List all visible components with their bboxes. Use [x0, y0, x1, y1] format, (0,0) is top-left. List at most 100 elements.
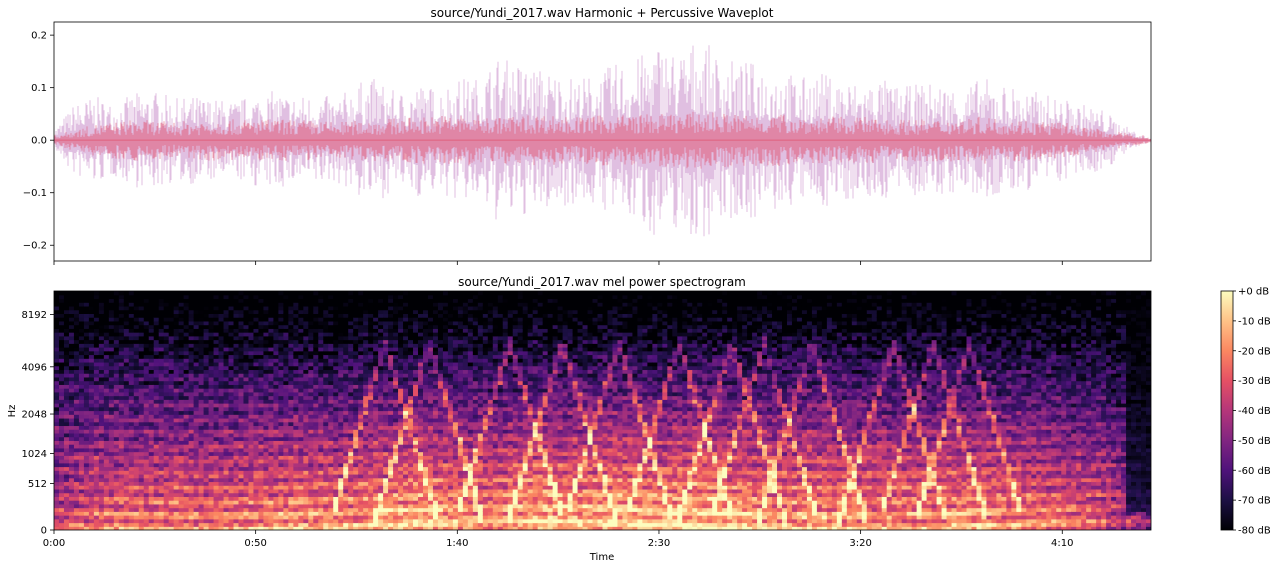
spectrogram-cell	[109, 399, 115, 403]
spectrogram-cell	[139, 321, 145, 325]
spectrogram-cell	[119, 332, 125, 336]
spectrogram-cell	[293, 392, 299, 396]
spectrogram-cell	[428, 504, 434, 508]
spectrogram-cell	[129, 358, 135, 362]
spectrogram-cell	[273, 508, 279, 512]
spectrogram-cell	[124, 496, 130, 500]
spectrogram-cell	[214, 347, 220, 351]
spectrogram-cell	[189, 298, 195, 302]
spectrogram-cell	[144, 347, 150, 351]
spectrogram-cell	[248, 519, 254, 523]
spectrogram-cell	[209, 354, 215, 358]
spectrogram-cell	[333, 298, 339, 302]
spectrogram-cell	[278, 403, 284, 407]
spectrogram-cell	[328, 422, 334, 426]
spectrogram-cell	[104, 317, 110, 321]
spectrogram-cell	[308, 418, 314, 422]
spectrogram-cell	[383, 515, 389, 519]
spectrogram-cell	[79, 478, 85, 482]
spectrogram-cell	[433, 340, 439, 344]
spectrogram-cell	[373, 444, 379, 448]
spectrogram-cell	[189, 474, 195, 478]
spectrogram-cell	[408, 325, 414, 329]
spectrogram-cell	[348, 321, 354, 325]
spectrogram-cell	[119, 328, 125, 332]
spectrogram-cell	[348, 388, 354, 392]
spectrogram-cell	[318, 511, 324, 515]
spectrogram-cell	[333, 429, 339, 433]
spectrogram-cell	[328, 519, 334, 523]
spectrogram-cell	[179, 489, 185, 493]
spectrogram-cell	[423, 325, 429, 329]
spectrogram-cell	[69, 515, 75, 519]
spectrogram-cell	[423, 328, 429, 332]
spectrogram-cell	[54, 381, 60, 385]
spectrogram-cell	[403, 399, 409, 403]
spectrogram-cell	[134, 437, 140, 441]
spectrogram-cell	[219, 496, 225, 500]
spectrogram-cell	[154, 354, 160, 358]
spectrogram-cell	[413, 437, 419, 441]
spectrogram-cell	[333, 437, 339, 441]
spectrogram-cell	[104, 470, 110, 474]
spectrogram-cell	[333, 317, 339, 321]
spectrogram-cell	[298, 425, 304, 429]
spectrogram-cell	[343, 455, 349, 459]
spectrogram-cell	[388, 508, 394, 512]
spectrogram-cell	[408, 515, 414, 519]
spectrogram-cell	[283, 325, 289, 329]
spectrogram-cell	[413, 343, 419, 347]
spectrogram-cell	[129, 298, 135, 302]
spectrogram-cell	[423, 321, 429, 325]
spectrogram-cell	[423, 313, 429, 317]
spectrogram-cell	[184, 411, 190, 415]
spectrogram-cell	[398, 515, 404, 519]
spectrogram-cell	[139, 403, 145, 407]
spectrogram-cell	[258, 523, 264, 527]
spectrogram-cell	[119, 317, 125, 321]
spectrogram-cell	[94, 377, 100, 381]
spectrogram-cell	[423, 422, 429, 426]
spectrogram-cell	[169, 328, 175, 332]
spectrogram-cell	[273, 396, 279, 400]
spectrogram-cell	[104, 377, 110, 381]
spectrogram-cell	[428, 373, 434, 377]
spectrogram-cell	[204, 470, 210, 474]
spectrogram-cell	[54, 306, 60, 310]
spectrogram-cell	[224, 381, 230, 385]
spectrogram-cell	[159, 422, 165, 426]
spectrogram-cell	[328, 515, 334, 519]
spectrogram-cell	[159, 455, 165, 459]
spectrogram-cell	[313, 496, 319, 500]
spectrogram-cell	[278, 470, 284, 474]
spectrogram-cell	[428, 384, 434, 388]
spectrogram-cell	[234, 354, 240, 358]
spectrogram-cell	[149, 399, 155, 403]
spectrogram-cell	[224, 343, 230, 347]
spectrogram-cell	[109, 317, 115, 321]
spectrogram-cell	[144, 298, 150, 302]
spectrogram-cell	[124, 478, 130, 482]
spectrogram-cell	[234, 493, 240, 497]
spectrogram-cell	[408, 523, 414, 527]
spectrogram-cell	[438, 478, 444, 482]
spectrogram-cell	[124, 336, 130, 340]
spectrogram-cell	[298, 340, 304, 344]
spectrogram-cell	[149, 366, 155, 370]
spectrogram-cell	[383, 381, 389, 385]
spectrogram-cell	[323, 452, 329, 456]
spectrogram-cell	[378, 511, 384, 515]
spectrogram-cell	[368, 411, 374, 415]
spectrogram-cell	[403, 340, 409, 344]
spectrogram-cell	[64, 459, 70, 463]
spectrogram-cell	[398, 467, 404, 471]
spectrogram-cell	[253, 437, 259, 441]
spectrogram-cell	[154, 403, 160, 407]
spectrogram-cell	[129, 504, 135, 508]
spectrogram-cell	[59, 369, 65, 373]
spectrogram-cell	[293, 310, 299, 314]
spectrogram-cell	[398, 437, 404, 441]
spectrogram-cell	[214, 523, 220, 527]
spectrogram-cell	[303, 455, 309, 459]
spectrogram-cell	[144, 444, 150, 448]
